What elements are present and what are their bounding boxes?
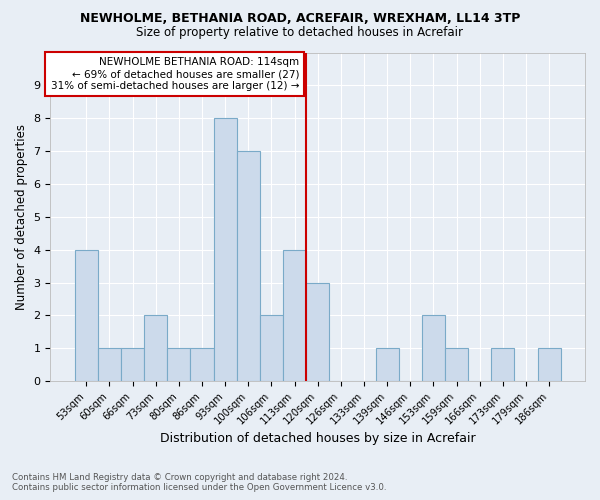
Bar (491, 348, 514, 381)
Text: NEWHOLME BETHANIA ROAD: 114sqm
← 69% of detached houses are smaller (27)
31% of : NEWHOLME BETHANIA ROAD: 114sqm ← 69% of … (50, 58, 299, 90)
Bar (538, 348, 561, 381)
Y-axis label: Number of detached properties: Number of detached properties (15, 124, 28, 310)
X-axis label: Distribution of detached houses by size in Acrefair: Distribution of detached houses by size … (160, 432, 476, 445)
Bar (190, 348, 214, 381)
Bar (445, 348, 468, 381)
Text: Size of property relative to detached houses in Acrefair: Size of property relative to detached ho… (137, 26, 464, 39)
Bar (283, 250, 306, 381)
Bar (237, 151, 260, 381)
Bar (306, 282, 329, 381)
Bar (144, 316, 167, 381)
Bar (214, 118, 237, 381)
Bar (376, 348, 399, 381)
Bar (422, 316, 445, 381)
Bar (121, 348, 144, 381)
Bar (167, 348, 190, 381)
Bar (260, 316, 283, 381)
Text: NEWHOLME, BETHANIA ROAD, ACREFAIR, WREXHAM, LL14 3TP: NEWHOLME, BETHANIA ROAD, ACREFAIR, WREXH… (80, 12, 520, 26)
Text: Contains HM Land Registry data © Crown copyright and database right 2024.
Contai: Contains HM Land Registry data © Crown c… (12, 473, 386, 492)
Bar (75, 250, 98, 381)
Bar (98, 348, 121, 381)
